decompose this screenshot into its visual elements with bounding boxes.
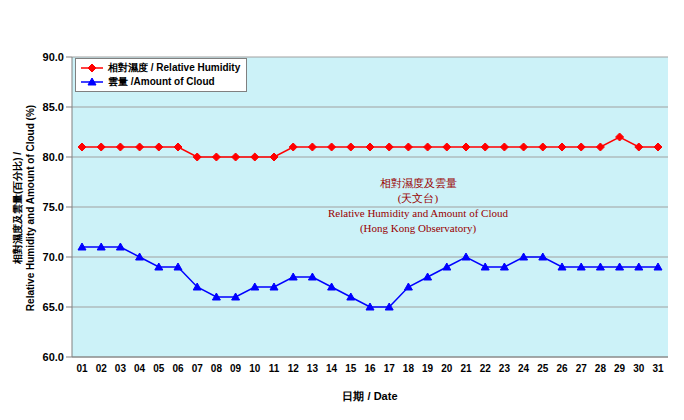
html-text:(天文台): (天文台) bbox=[397, 192, 439, 204]
svg-text:12: 12 bbox=[288, 363, 300, 374]
svg-text:70.0: 70.0 bbox=[43, 251, 64, 263]
svg-text:60.0: 60.0 bbox=[43, 351, 64, 363]
svg-text:11: 11 bbox=[269, 363, 280, 374]
svg-text:19: 19 bbox=[422, 363, 434, 374]
svg-text:06: 06 bbox=[172, 363, 184, 374]
svg-text:18: 18 bbox=[403, 363, 415, 374]
svg-text:21: 21 bbox=[460, 363, 472, 374]
svg-text:90.0: 90.0 bbox=[43, 51, 64, 63]
svg-text:04: 04 bbox=[134, 363, 146, 374]
svg-text:25: 25 bbox=[537, 363, 549, 374]
svg-text:10: 10 bbox=[249, 363, 261, 374]
svg-text:75.0: 75.0 bbox=[43, 201, 64, 213]
svg-text:31: 31 bbox=[652, 363, 664, 374]
svg-text:20: 20 bbox=[441, 363, 453, 374]
svg-text:16: 16 bbox=[364, 363, 376, 374]
svg-text:26: 26 bbox=[556, 363, 568, 374]
html-text:雲量 /Amount of Cloud: 雲量 /Amount of Cloud bbox=[108, 76, 215, 87]
svg-text:07: 07 bbox=[192, 363, 204, 374]
svg-text:29: 29 bbox=[614, 363, 626, 374]
svg-text:80.0: 80.0 bbox=[43, 151, 64, 163]
svg-text:13: 13 bbox=[307, 363, 319, 374]
svg-text:05: 05 bbox=[153, 363, 165, 374]
svg-text:27: 27 bbox=[576, 363, 588, 374]
html-text:相對濕度 / Relative Humidity: 相對濕度 / Relative Humidity bbox=[108, 62, 241, 73]
html-text:日期 / Date: 日期 / Date bbox=[342, 390, 398, 402]
svg-text:08: 08 bbox=[211, 363, 223, 374]
svg-text:22: 22 bbox=[480, 363, 492, 374]
svg-text:65.0: 65.0 bbox=[43, 301, 64, 313]
svg-text:24: 24 bbox=[518, 363, 530, 374]
svg-text:17: 17 bbox=[384, 363, 396, 374]
svg-text:14: 14 bbox=[326, 363, 338, 374]
svg-text:15: 15 bbox=[345, 363, 357, 374]
svg-text:23: 23 bbox=[499, 363, 511, 374]
svg-text:Relative Humidity and Amount o: Relative Humidity and Amount of Cloud (%… bbox=[25, 105, 36, 311]
svg-text:01: 01 bbox=[76, 363, 88, 374]
svg-text:相對濕度及雲量(百分比) /: 相對濕度及雲量(百分比) / bbox=[12, 152, 23, 265]
svg-text:03: 03 bbox=[115, 363, 127, 374]
html-text:(Hong Kong Observatory): (Hong Kong Observatory) bbox=[360, 222, 476, 234]
svg-text:09: 09 bbox=[230, 363, 242, 374]
html-text:Relative Humidity and Amount o: Relative Humidity and Amount of Cloud bbox=[328, 207, 508, 219]
svg-text:02: 02 bbox=[96, 363, 108, 374]
html-text:相對濕度及雲量: 相對濕度及雲量 bbox=[379, 177, 457, 189]
svg-text:85.0: 85.0 bbox=[43, 101, 64, 113]
svg-text:30: 30 bbox=[633, 363, 645, 374]
svg-text:28: 28 bbox=[595, 363, 607, 374]
